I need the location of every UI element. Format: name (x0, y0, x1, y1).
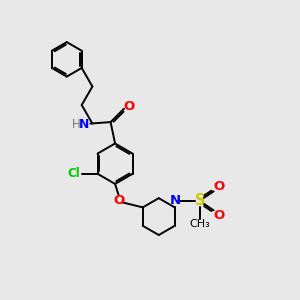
Text: O: O (213, 180, 225, 193)
Text: H: H (72, 118, 80, 131)
Text: S: S (195, 193, 205, 208)
Text: N: N (170, 194, 181, 207)
Text: O: O (113, 194, 124, 207)
Text: Cl: Cl (68, 167, 80, 180)
Text: O: O (123, 100, 134, 113)
Text: CH₃: CH₃ (190, 219, 210, 229)
Text: N: N (79, 118, 89, 131)
Text: O: O (213, 208, 225, 222)
